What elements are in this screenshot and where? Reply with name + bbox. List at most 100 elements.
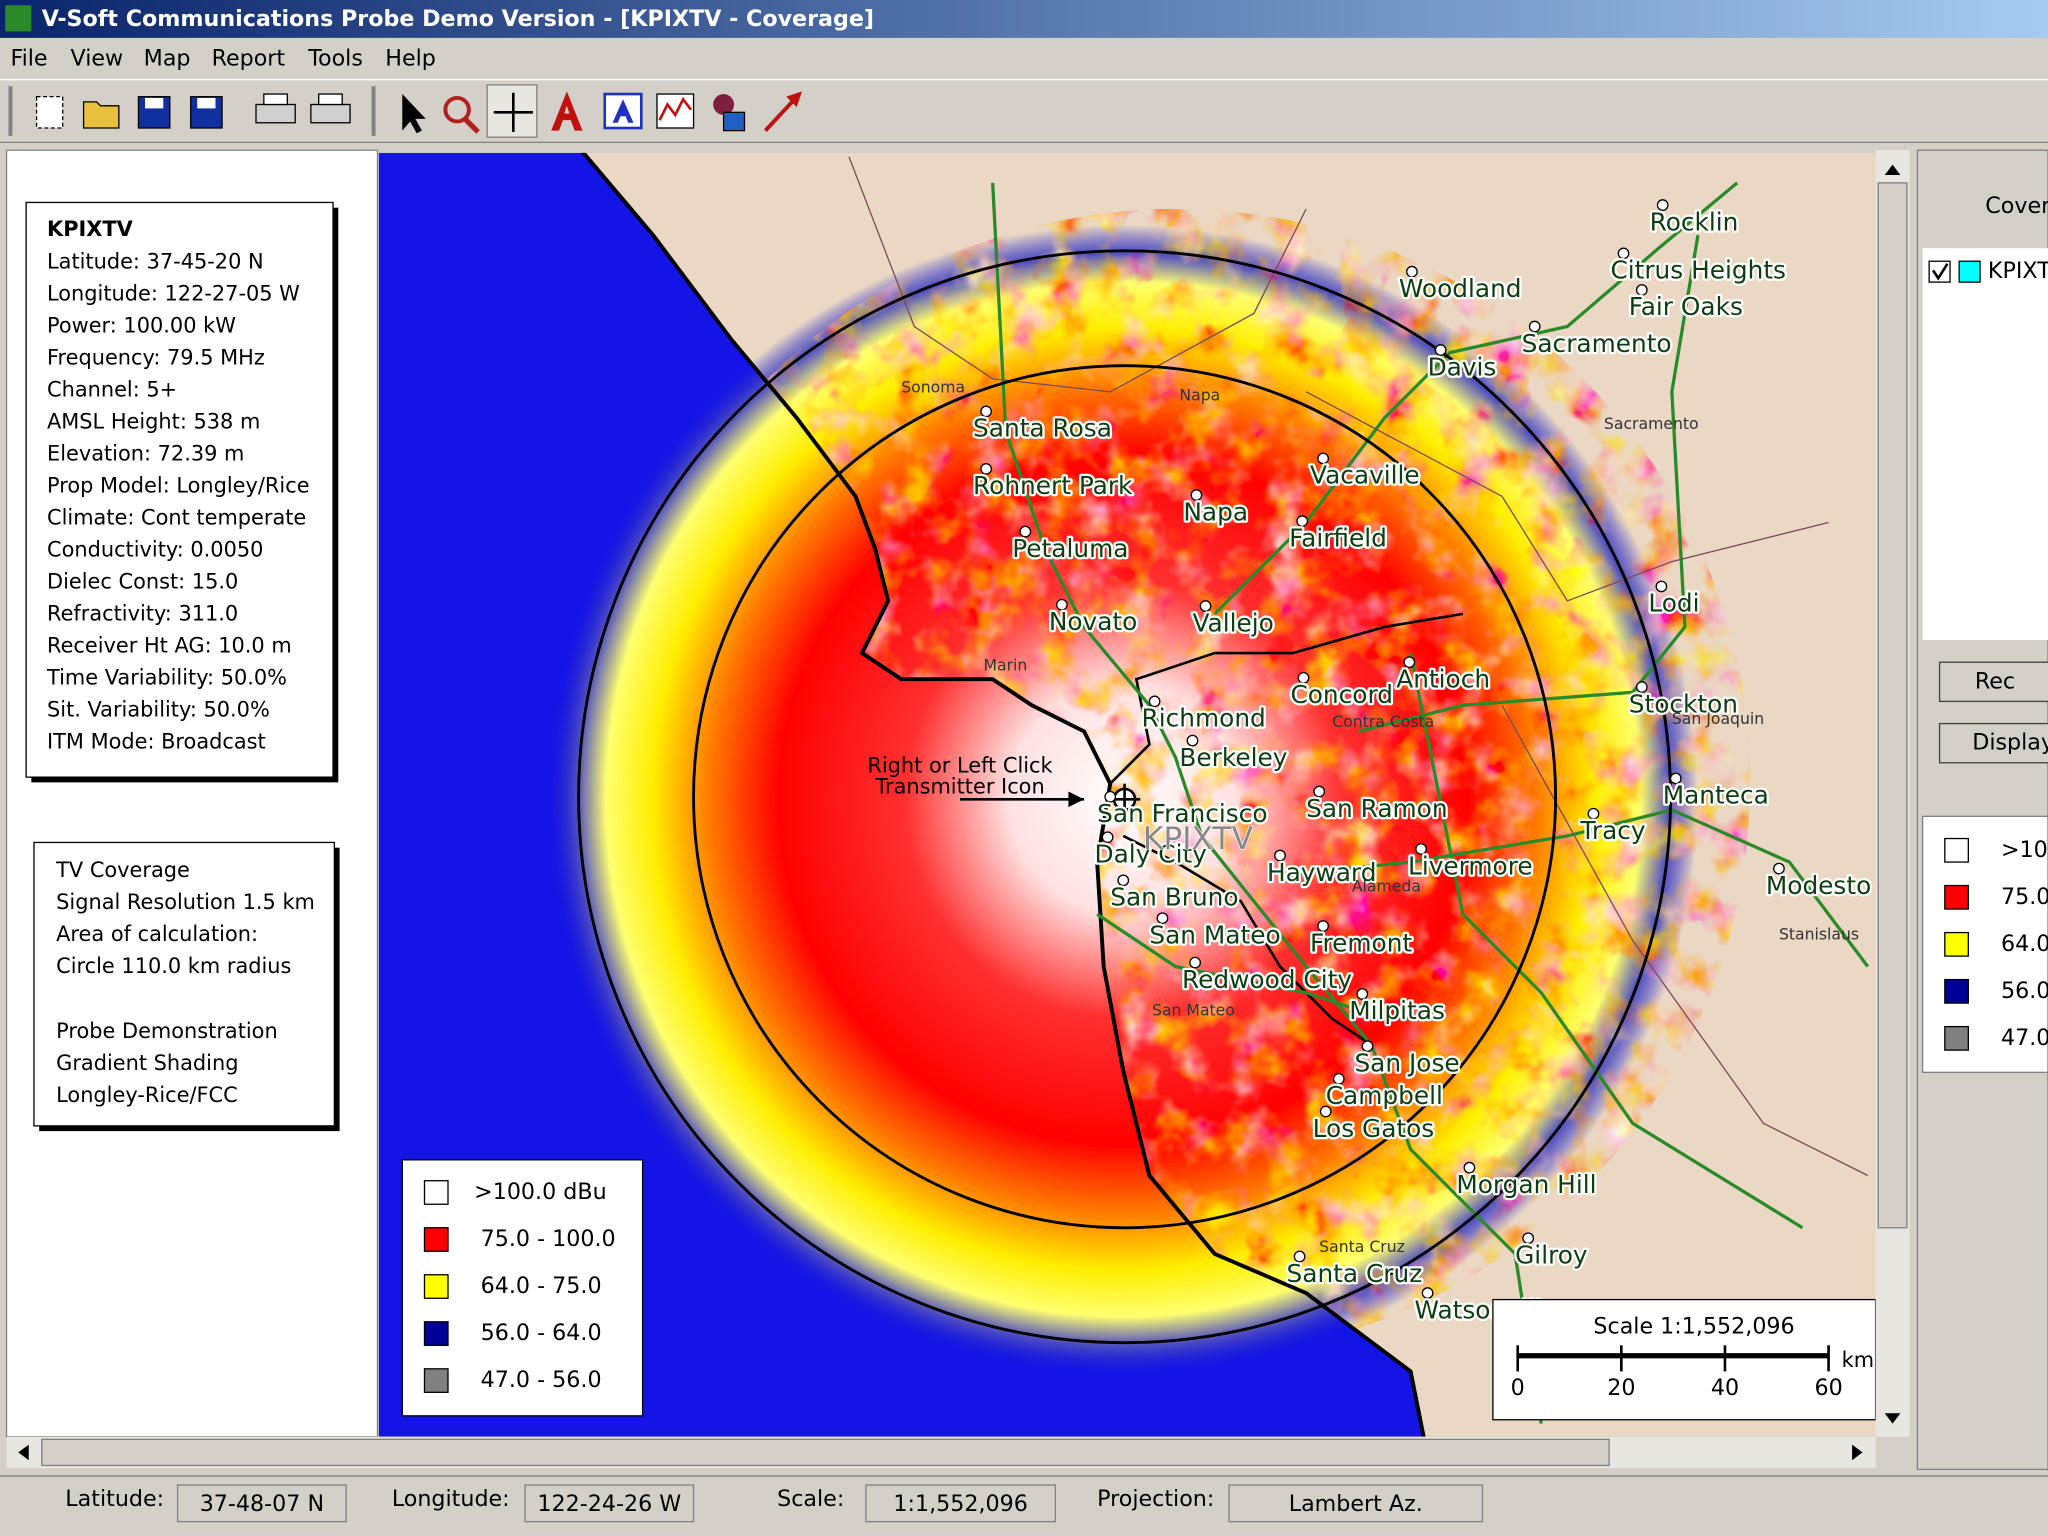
tool-button[interactable] <box>656 93 695 129</box>
button[interactable] <box>1938 661 2048 703</box>
city-label: San Jose <box>1354 1048 1459 1077</box>
city-dot <box>1406 265 1418 278</box>
station-detail: Time Variability: 50.0% <box>46 666 287 690</box>
legend-swatch <box>423 1368 449 1393</box>
city-dot <box>1199 600 1212 612</box>
city-dot <box>1319 1105 1332 1118</box>
tool-button[interactable] <box>310 93 351 124</box>
legend-label: 47.0 <box>2001 1025 2048 1051</box>
station-detail: Climate: Cont temperate <box>47 506 306 530</box>
region-label: Stanislaus <box>1779 925 1859 944</box>
button-label[interactable]: Display <box>1972 730 2048 756</box>
station-detail: Conductivity: 0.0050 <box>47 538 263 562</box>
scroll-down[interactable] <box>1884 1413 1901 1424</box>
tool-button[interactable] <box>137 96 171 129</box>
city-dot <box>1635 681 1648 693</box>
legend-label: >100.0 dBu <box>474 1179 607 1205</box>
region-label: San Joaquin <box>1672 709 1764 728</box>
city-dot <box>1421 1287 1434 1299</box>
city-label: San Ramon <box>1306 794 1447 823</box>
region-label: Santa Cruz <box>1319 1237 1405 1256</box>
menu-item[interactable]: File <box>10 45 47 71</box>
status-label: Longitude: <box>392 1486 510 1512</box>
city-label: Livermore <box>1408 851 1533 880</box>
legend-label: 64.0 - 75.0 <box>481 1273 602 1299</box>
scroll-left[interactable] <box>18 1444 29 1461</box>
legend-label: 64.0 <box>2001 931 2048 957</box>
status-value: Lambert Az. <box>1289 1491 1423 1517</box>
tool-button[interactable] <box>763 91 802 132</box>
menu-item[interactable]: Map <box>144 45 191 71</box>
station-detail: Sit. Variability: 50.0% <box>47 698 270 722</box>
city-dot <box>1522 1232 1535 1245</box>
coastline <box>580 152 1426 1437</box>
station-detail: Longitude: 122-27-05 W <box>47 282 300 306</box>
tool-button[interactable] <box>190 96 223 129</box>
tool-button[interactable] <box>255 93 296 124</box>
layer-list <box>1922 248 2048 640</box>
coverage-box <box>33 841 336 1127</box>
station-detail: Elevation: 72.39 m <box>47 442 244 466</box>
city-dot <box>1332 1072 1345 1085</box>
city-label: Campbell <box>1326 1081 1443 1110</box>
tool-button[interactable] <box>713 94 746 132</box>
transmitter-icon[interactable] <box>1108 783 1141 816</box>
button-label[interactable]: Rec <box>1975 668 2015 694</box>
h-scroll-thumb[interactable] <box>41 1438 1610 1467</box>
coverage-line: TV Coverage <box>55 858 190 882</box>
city-label: Sacramento <box>1522 329 1672 358</box>
icon <box>463 117 480 134</box>
station-detail: Power: 100.00 kW <box>47 314 236 338</box>
menu-item[interactable]: View <box>71 45 124 71</box>
transmitter-label: KPIXTV <box>1143 821 1254 857</box>
legend-label: 56.0 <box>2001 978 2048 1004</box>
county-line <box>1501 704 1869 1177</box>
city-dot <box>1317 452 1329 465</box>
coverage-line: Circle 110.0 km radius <box>56 954 291 978</box>
city-dot <box>1274 849 1286 862</box>
station-detail: Refractivity: 311.0 <box>47 602 238 626</box>
scroll-right[interactable] <box>1852 1444 1863 1461</box>
city-label: Rohnert Park <box>973 471 1133 500</box>
city-label: Richmond <box>1142 704 1266 733</box>
city-dot <box>1415 843 1427 855</box>
city-label: Lodi <box>1648 589 1699 618</box>
coverage-line: Signal Resolution 1.5 km <box>56 890 315 914</box>
window-title: V-Soft Communications Probe Demo Version… <box>42 6 874 32</box>
city-label: Daly City <box>1095 840 1207 869</box>
icon <box>786 91 802 108</box>
menu-item[interactable]: Tools <box>307 45 363 71</box>
v-scroll-thumb[interactable] <box>1877 182 1908 1229</box>
station-box <box>25 201 334 778</box>
city-label: Gilroy <box>1515 1240 1588 1269</box>
city-label: Fair Oaks <box>1629 292 1743 321</box>
region-label: San Mateo <box>1152 1000 1235 1019</box>
icon <box>310 103 351 124</box>
tool-button[interactable] <box>402 94 426 134</box>
city-label: Citrus Heights <box>1610 256 1786 285</box>
city-dot <box>1356 988 1369 1000</box>
tool-button[interactable] <box>603 92 643 130</box>
city-dot <box>1617 247 1630 260</box>
menu-item[interactable]: Help <box>385 45 436 71</box>
checkmark <box>1931 263 1949 281</box>
tool-button[interactable] <box>35 96 64 129</box>
status-value: 122-24-26 W <box>537 1491 681 1517</box>
city-dot <box>1528 320 1541 333</box>
city-label: Woodland <box>1399 274 1522 303</box>
button[interactable] <box>1938 722 2048 764</box>
scroll-up[interactable] <box>1884 164 1901 176</box>
tool-button[interactable] <box>443 96 480 134</box>
menu-item[interactable]: Report <box>212 45 286 71</box>
station-detail: AMSL Height: 538 m <box>47 410 260 434</box>
city-label: Davis <box>1428 352 1497 381</box>
city-label: Stockton <box>1629 689 1738 718</box>
legend-swatch <box>1944 1025 1969 1051</box>
city-label: Berkeley <box>1179 743 1287 772</box>
tool-button[interactable] <box>82 101 120 129</box>
tool-button[interactable] <box>486 84 538 138</box>
bay-shore <box>1122 834 1373 1046</box>
tool-button[interactable] <box>551 91 583 131</box>
